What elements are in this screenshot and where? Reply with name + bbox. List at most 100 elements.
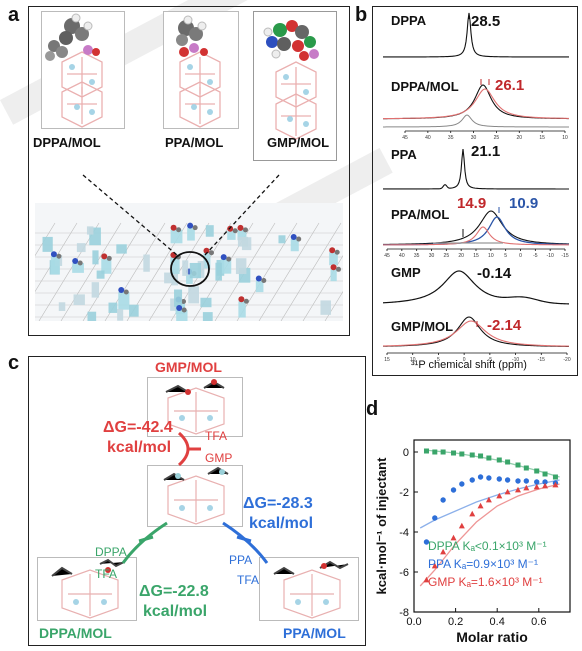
point-dppa [478,453,484,459]
point-dppa [469,452,475,458]
gmp-mol-structure-image [253,11,337,161]
spectrum-ppa [383,148,569,190]
tick-label: 5 [504,253,507,259]
y-tick-label: -4 [399,527,409,539]
point-ppa [542,479,548,485]
ppa-mol-model-image [259,557,359,621]
tick-label: 15 [384,357,390,363]
x-tick-label: 0.0 [406,616,421,628]
point-dppa [523,465,529,471]
point-dppa [496,457,502,463]
reaction-arrows [121,431,269,564]
x-axis-label: Molar ratio [456,629,528,645]
tick-label: 30 [429,253,435,259]
legend-dppa: DPPA Kₐ<0.1×10³ M⁻¹ [428,539,547,553]
tick-label: 20 [517,135,523,141]
panel-letter-c: c [8,352,20,374]
tick-label: 10 [410,357,416,363]
tick-label: 35 [448,135,454,141]
point-ppa [496,476,502,482]
fit-line-gmp [419,483,560,587]
point-ppa [486,475,492,481]
tfa-top-label: TFA [205,429,228,443]
tfa-right-label: TFA [237,573,260,587]
point-gmp [458,522,465,529]
dg-dppa-unit: kcal/mol [143,603,208,620]
panel-b-frame: 45 40 35 30 25 20 15 10 45 40 35 30 25 20 15 10 5 0 -5 -10 -… [372,6,578,376]
mol-surface-image [35,203,343,321]
tick-label: 25 [444,253,450,259]
peak-label-dppa: 28.5 [471,13,501,30]
peak-label-dppa-mol: 26.1 [495,77,525,94]
x-tick-label: 0.4 [490,616,505,628]
tick-label: -10 [512,357,519,363]
point-gmp [533,483,540,490]
label-dppa-mol-c: DPPA/MOL [39,625,112,641]
fit-line-ppa [419,479,560,529]
zoom-lines [82,174,280,287]
point-gmp [485,496,492,503]
fit-dppa-mol [382,88,570,120]
point-dppa [542,471,548,477]
point-gmp [423,576,430,583]
point-gmp [552,481,559,488]
spectrum-label-dppa: DPPA [391,13,427,28]
tick-label: 35 [414,253,420,259]
tick-label: 20 [458,253,464,259]
point-gmp [469,510,476,517]
point-dppa [459,451,465,457]
spectrum-label-ppa-mol: PPA/MOL [391,207,450,222]
peak-label-gmp-mol: -2.14 [487,317,522,334]
panel-a-frame: DPPA/MOL PPA/MOL GMP/MOL [28,6,350,336]
ticks-gmp-mol: 15 10 5 0 -5 -10 -15 -20 [384,352,571,363]
point-gmp [542,482,549,489]
tick-label: 45 [384,253,390,259]
point-gmp [496,492,503,499]
y-tick-label: -8 [399,607,409,619]
plot-frame [413,439,571,613]
label-dppa-mol: DPPA/MOL [33,135,101,150]
tick-label: 0 [519,253,522,259]
tick-label: -5 [488,357,493,363]
point-ppa [423,539,430,545]
tick-label: 45 [402,135,408,141]
point-dppa [515,462,521,468]
y-tick-label: -2 [399,487,409,499]
tick-label: 0 [463,357,466,363]
point-gmp [450,534,457,541]
dppa-mol-model-image [37,557,137,621]
point-ppa [523,478,530,484]
tick-label: 15 [473,253,479,259]
ticks-ppa-mol: 45 40 35 30 25 20 15 10 5 0 -5 -10 -15 [384,248,569,259]
point-dppa [432,449,438,455]
dg-gmp-value: ΔG=-42.4 [103,419,173,436]
point-dppa [440,449,446,455]
point-gmp [504,488,511,495]
panel-c-frame: GMP/MOL ΔG=-42.4 kcal/mol TFA GMP ΔG=-28… [28,356,366,646]
point-gmp [440,548,447,555]
peak-label-ppa-mol-2: 10.9 [509,195,539,212]
point-ppa [504,477,511,483]
point-ppa [469,477,475,483]
label-gmp-mol: GMP/MOL [267,135,330,150]
mol-model-image [147,465,243,527]
point-dppa [451,450,457,456]
fit-dppa-mol-2 [383,114,569,128]
point-ppa [459,481,465,487]
ppa-arrow-label: PPA [229,553,253,567]
gmp-mol-model-image [147,377,243,437]
spectrum-label-gmp-mol: GMP/MOL [391,319,454,334]
tick-label: -20 [563,357,570,363]
ppa-mol-structure-image [163,11,239,129]
label-ppa-mol: PPA/MOL [165,135,224,150]
panel-letter-a: a [8,4,20,26]
point-dppa [505,459,511,465]
fit-ppa-mol-red [382,226,570,246]
tick-label: -10 [547,253,554,259]
point-ppa [450,487,457,493]
point-ppa [477,474,484,480]
nmr-spectra: 45 40 35 30 25 20 15 10 45 40 35 30 25 20 15 10 5 0 -5 -10 -… [382,12,571,363]
nmr-x-axis-label: ³¹P chemical shift (ppm) [411,359,527,371]
point-ppa [440,497,446,503]
tick-label: 5 [437,357,440,363]
